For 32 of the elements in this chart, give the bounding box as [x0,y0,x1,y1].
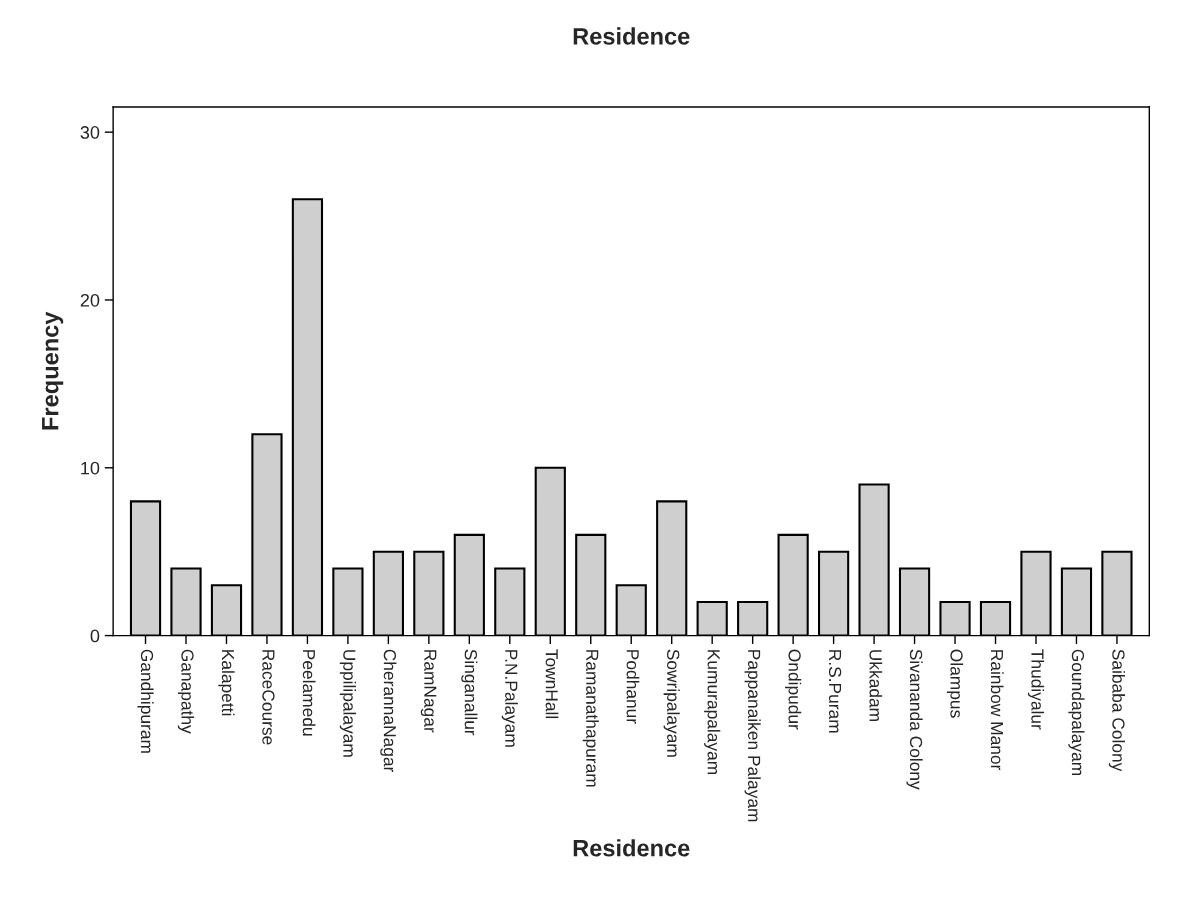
x-tick-label: Ramanathapuram [582,650,599,787]
x-axis-title: Residence [573,839,690,857]
x-tick-label: Thudiyalur [1027,649,1045,730]
x-tick-label: Goundapalayam [1068,649,1085,776]
x-tick-label: Kalapetti [218,650,235,716]
x-tick-label: Kumurapalayam [704,650,721,775]
x-tick-label: Pappanaiken Palayam [744,650,761,822]
x-tick-label: Rainbow Manor [990,650,1004,771]
x-tick-label: TownHall [545,649,559,719]
x-tick-label: Olampus [946,649,964,718]
x-tick-label: Peelamedu [302,650,316,736]
x-tick-label: P.N.Palayam [501,650,518,747]
y-tick-label: 30 [80,126,100,139]
x-tick-label: RaceCourse [262,650,275,745]
x-tick-label: Sowripalayam [663,649,680,757]
x-tick-label: Singanallur [461,649,478,736]
x-tick-label: Ganapathy [177,649,195,734]
y-tick-label: 20 [80,293,100,307]
x-tick-label: R.S.Puram [828,650,842,733]
x-tick-label: Sivananda Colony [906,649,923,790]
x-tick-label: Ondipudur [785,649,802,730]
x-tick-label: Ukkadam [869,650,883,721]
x-tick-label: CherannaNagar [380,649,397,773]
y-tick-label: 0 [90,629,100,643]
chart-title: Residence [573,27,690,45]
y-tick-label: 10 [81,461,100,475]
y-axis-title: Frequency [42,311,64,430]
x-tick-label: Gandhipuram [137,649,154,753]
x-tick-label: Podhanur [626,650,640,724]
x-tick-label: Saibaba Colony [1108,649,1126,772]
x-tick-label: RamNagar [420,650,437,733]
x-tick-label: Uppilipalayam [339,650,356,757]
